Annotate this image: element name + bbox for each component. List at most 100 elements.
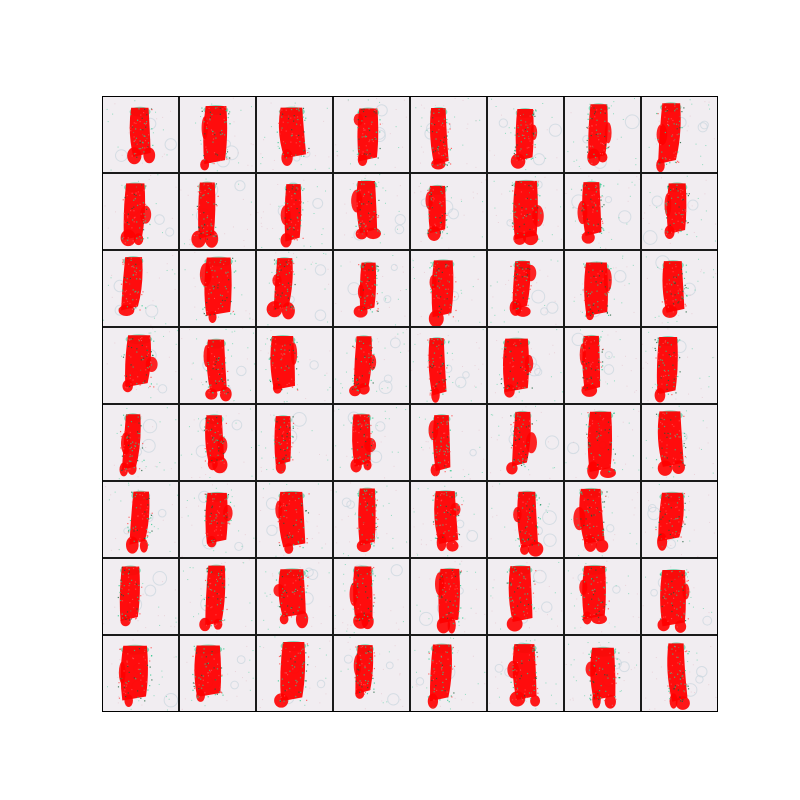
sample-tile [488,97,563,172]
sample-tile [334,482,409,557]
sample-thumbnail [412,637,486,710]
sample-thumbnail [418,414,485,480]
sample-thumbnail [489,98,562,171]
sample-thumbnail [490,405,560,479]
sample-thumbnail [259,636,331,709]
sample-thumbnail [565,641,638,709]
sample-thumbnail [105,482,178,554]
sample-thumbnail [181,483,255,557]
sample-thumbnail [104,174,177,247]
sample-tile [411,405,486,480]
sample-thumbnail [260,330,331,403]
sample-tile [180,482,255,557]
sample-thumbnail [413,485,479,557]
sample-thumbnail [570,487,639,557]
sample-tile [411,636,486,711]
sample-thumbnail [103,255,176,326]
sample-tile [180,97,255,172]
sample-tile [257,636,332,711]
sample-tile [103,482,178,557]
sample-tile [488,405,563,480]
sample-thumbnail [334,407,407,479]
sample-tile [180,636,255,711]
sample-tile [411,559,486,634]
sample-thumbnail [335,254,407,326]
sample-tile [103,559,178,634]
sample-thumbnail [260,102,330,170]
sample-thumbnail [642,566,713,633]
sample-thumbnail [340,636,404,710]
sample-thumbnail [571,329,637,397]
sample-tile [334,251,409,326]
sample-tile [565,251,640,326]
sample-thumbnail [642,175,717,245]
sample-tile [334,636,409,711]
sample-thumbnail [645,484,715,557]
sample-tile [488,482,563,557]
sample-thumbnail [107,639,178,711]
sample-thumbnail [259,483,332,557]
sample-thumbnail [258,412,329,474]
sample-thumbnail [335,98,407,168]
sample-tile [565,97,640,172]
sample-thumbnail [181,328,255,402]
sample-thumbnail [489,259,559,325]
sample-thumbnail [335,482,408,557]
sample-tile [180,174,255,249]
sample-tile [257,174,332,249]
sample-thumbnail [113,407,177,480]
sample-thumbnail [257,251,330,326]
sample-tile [411,328,486,403]
sample-tile [565,559,640,634]
sample-tile [257,251,332,326]
sample-thumbnail [180,178,252,248]
sample-thumbnail [416,560,486,634]
sample-tile [642,328,717,403]
sample-tile [488,328,563,403]
sample-tile [103,636,178,711]
sample-thumbnail [415,97,481,170]
sample-thumbnail [182,559,253,633]
sample-thumbnail [648,99,715,172]
sample-thumbnail [184,251,254,324]
sample-tile [642,251,717,326]
sample-tile [565,174,640,249]
sample-tile [642,482,717,557]
sample-tile [411,97,486,172]
sample-tile [334,405,409,480]
sample-tile [565,636,640,711]
sample-thumbnail [645,255,717,324]
sample-tile [103,328,178,403]
sample-thumbnail [645,405,714,478]
sample-tile [411,482,486,557]
sample-thumbnail [263,562,331,630]
sample-tile [180,405,255,480]
sample-tile [642,559,717,634]
sample-thumbnail [494,329,563,402]
sample-tile [257,97,332,172]
sample-tile [103,174,178,249]
sample-thumbnail [103,565,177,632]
sample-thumbnail [334,564,404,634]
sample-thumbnail [489,639,557,710]
sample-thumbnail [645,642,717,710]
sample-thumbnail [567,98,640,171]
sample-tile [642,97,717,172]
sample-thumbnail [493,176,562,246]
sample-tile [334,97,409,172]
sample-tile [488,251,563,326]
sample-thumbnail [106,328,178,399]
sample-tile [565,328,640,403]
sample-thumbnail [490,561,563,632]
sample-tile [565,482,640,557]
sample-thumbnail [414,179,486,249]
sample-thumbnail [344,174,406,244]
sample-thumbnail [490,483,557,557]
sample-tile [180,559,255,634]
sample-thumbnail [411,329,484,403]
sample-image-grid [102,96,718,712]
sample-thumbnail [642,328,715,403]
sample-tile [334,174,409,249]
sample-tile [103,97,178,172]
